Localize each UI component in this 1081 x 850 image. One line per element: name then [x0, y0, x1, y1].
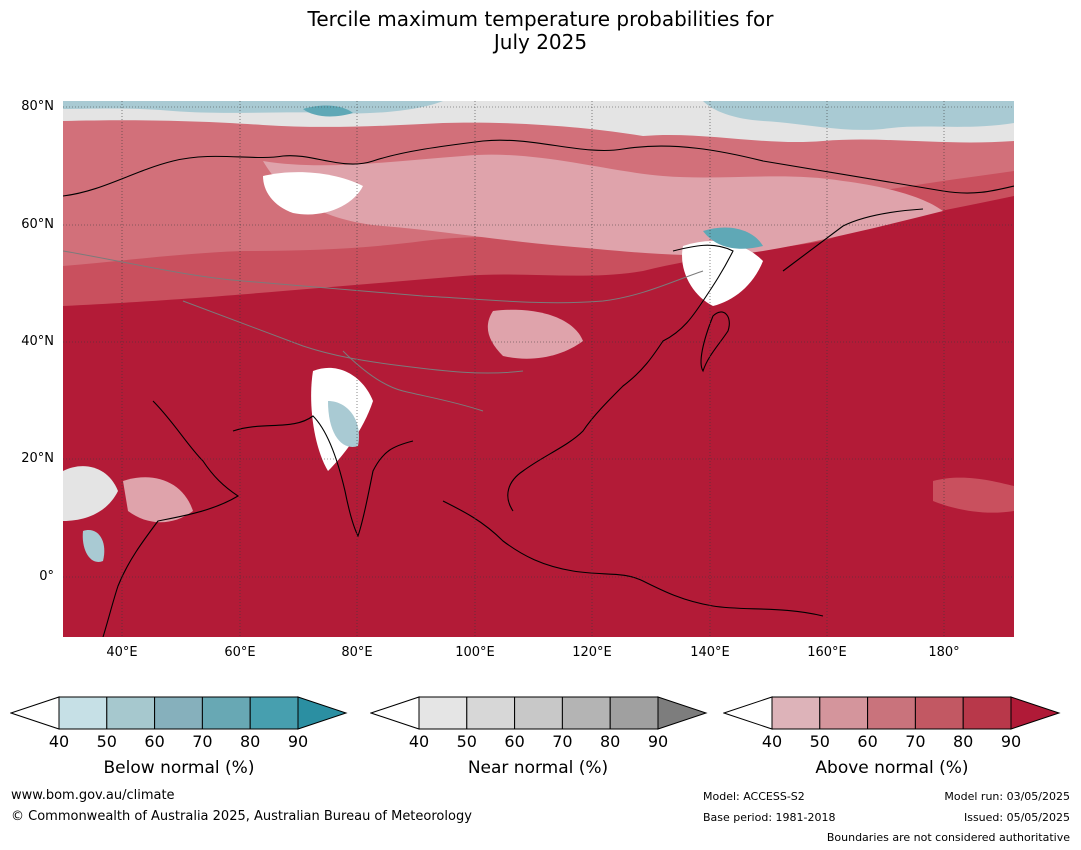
legend-above-normal	[723, 695, 1063, 735]
colorbar-below-bin-50	[106, 696, 156, 730]
colorbar-above-max-arrow	[1010, 696, 1061, 730]
border-russia-south	[63, 250, 704, 304]
tick-above-40: 40	[761, 732, 783, 751]
coastlines	[63, 139, 1014, 637]
colorbar-near-min-arrow	[370, 696, 420, 730]
colorbar-below-bin-60	[154, 696, 203, 730]
map-region-above-50	[263, 154, 943, 256]
graticule	[63, 101, 1014, 637]
map-svg	[63, 101, 1014, 637]
colorbar-above-bin-50	[819, 696, 869, 730]
footer-model-run: Model run: 03/05/2025	[944, 790, 1070, 803]
coast-india	[232, 415, 414, 538]
border-himalaya	[342, 350, 484, 412]
tick-near-70: 70	[552, 732, 573, 751]
footer-copyright: © Commonwealth of Australia 2025, Austra…	[11, 809, 472, 824]
colorbar-above-bin-80	[962, 696, 1012, 730]
colorbar-near-bin-50	[466, 696, 516, 730]
title-line-2: July 2025	[493, 30, 588, 54]
map-region-white-manchuria	[682, 241, 763, 306]
footer-model: Model: ACCESS-S2	[703, 790, 805, 803]
legend-below-normal	[10, 695, 350, 735]
legend-near-normal	[370, 695, 710, 735]
map-region-above-70-pacific	[933, 477, 1014, 513]
map-region-above-50-arabia	[123, 477, 193, 523]
lon-label-40e: 40°E	[106, 645, 138, 660]
title-line-1: Tercile maximum temperature probabilitie…	[307, 7, 774, 31]
footer-issued: Issued: 05/05/2025	[963, 811, 1070, 824]
lat-label-40n: 40°N	[21, 334, 54, 349]
tick-near-50: 50	[456, 732, 477, 751]
colorbar-below-min-arrow	[10, 696, 60, 730]
colorbar-near-max-arrow	[657, 696, 708, 730]
footer-website: www.bom.gov.au/climate	[11, 788, 175, 803]
footer-base-period: Base period: 1981-2018	[703, 811, 836, 824]
colorbar-near-bin-40	[418, 696, 468, 730]
coast-arctic	[63, 139, 1014, 197]
map-region-above-50-china	[487, 309, 583, 359]
tick-below-90: 90	[287, 732, 309, 751]
lon-label-160e: 160°E	[807, 645, 847, 660]
map-region-near-africa	[63, 466, 118, 521]
legend-title-above: Above normal (%)	[815, 758, 969, 778]
colorbar-near-normal	[370, 696, 708, 730]
lon-label-120e: 120°E	[572, 645, 612, 660]
tick-below-80: 80	[240, 732, 261, 751]
lat-label-80n: 80°N	[21, 99, 54, 114]
coast-japan	[700, 311, 730, 373]
lon-label-80e: 80°E	[341, 645, 373, 660]
map-region-white-urals	[263, 172, 363, 215]
map-region-below-70-a	[303, 105, 353, 117]
lon-label-100e: 100°E	[455, 645, 495, 660]
tick-above-80: 80	[953, 732, 974, 751]
tick-above-90: 90	[1000, 732, 1022, 751]
colorbar-near-bin-80	[609, 696, 659, 730]
map-region-below-arctic-east	[703, 101, 1014, 130]
colorbar-below-bin-80	[249, 696, 299, 730]
tick-near-80: 80	[600, 732, 621, 751]
map-region-below-okhotsk	[703, 227, 763, 249]
lat-label-20n: 20°N	[21, 451, 54, 466]
chart-title: Tercile maximum temperature probabilitie…	[0, 8, 1081, 54]
country-borders	[63, 250, 704, 412]
tick-above-60: 60	[857, 732, 878, 751]
colorbar-above-bin-70	[914, 696, 964, 730]
forecast-map	[63, 101, 1014, 637]
lon-label-140e: 140°E	[690, 645, 730, 660]
colorbar-below-bin-70	[201, 696, 251, 730]
map-region-below-india	[328, 401, 359, 447]
coast-kamchatka	[782, 208, 924, 272]
tick-above-50: 50	[809, 732, 830, 751]
border-central-asia	[182, 300, 524, 374]
map-region-below-africa	[82, 530, 105, 562]
tick-near-60: 60	[504, 732, 525, 751]
tick-below-70: 70	[192, 732, 213, 751]
tick-below-60: 60	[144, 732, 165, 751]
colorbar-below-max-arrow	[297, 696, 348, 730]
lat-label-0: 0°	[39, 569, 54, 584]
tick-below-40: 40	[48, 732, 70, 751]
coast-africa-arabia	[102, 400, 240, 637]
lon-label-180: 180°	[928, 645, 960, 660]
lon-label-60e: 60°E	[224, 645, 256, 660]
colorbar-above-min-arrow	[723, 696, 773, 730]
colorbar-above-normal	[723, 696, 1061, 730]
colorbar-below-bin-40	[58, 696, 108, 730]
colorbar-near-bin-70	[561, 696, 611, 730]
colorbar-below-normal	[10, 696, 348, 730]
coast-indonesia	[442, 500, 824, 617]
tick-below-50: 50	[96, 732, 117, 751]
legend-title-near: Near normal (%)	[467, 758, 609, 778]
footer-disclaimer: Boundaries are not considered authoritat…	[826, 831, 1070, 844]
colorbar-above-bin-40	[771, 696, 821, 730]
coast-east-asia	[507, 244, 734, 512]
colorbar-above-bin-60	[867, 696, 916, 730]
tick-above-70: 70	[905, 732, 926, 751]
legend-title-below: Below normal (%)	[103, 758, 255, 778]
tick-near-40: 40	[408, 732, 430, 751]
colorbar-near-bin-60	[514, 696, 563, 730]
lat-label-60n: 60°N	[21, 217, 54, 232]
tick-near-90: 90	[647, 732, 669, 751]
